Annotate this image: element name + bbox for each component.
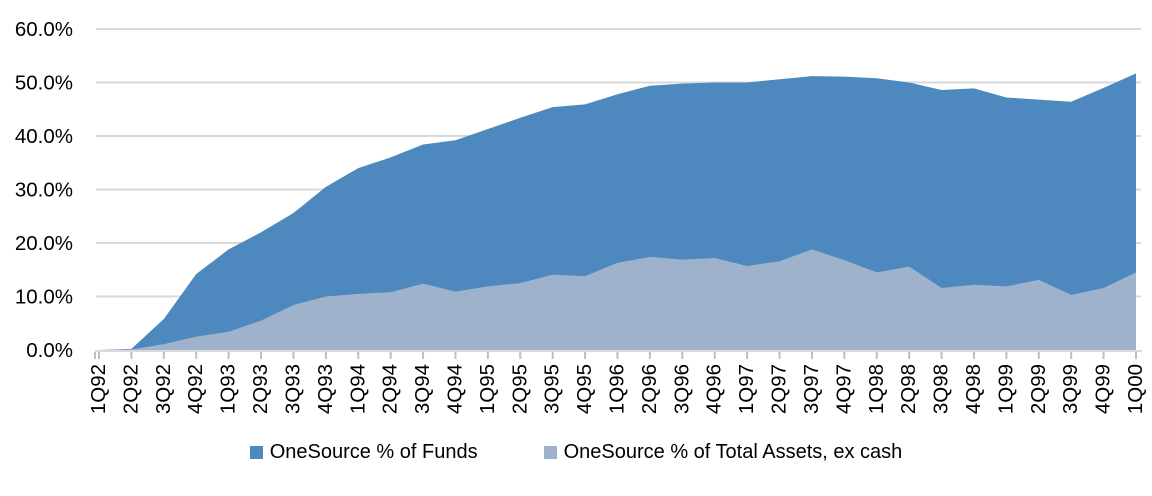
legend-item-1: OneSource % of Total Assets, ex cash [543, 441, 903, 464]
legend-item-0: OneSource % of Funds [249, 441, 478, 464]
x-axis-tick-label: 3Q96 [670, 364, 693, 414]
x-axis-tick-label: 2Q98 [897, 364, 920, 414]
x-axis-tick-label: 4Q96 [703, 364, 726, 414]
x-axis-tick-label: 2Q99 [1027, 364, 1050, 414]
x-axis-tick-label: 1Q96 [606, 364, 629, 414]
y-axis-tick-label: 30.0% [15, 179, 73, 202]
x-axis-tick-label: 3Q94 [411, 364, 434, 414]
x-axis-tick-label: 1Q98 [865, 364, 888, 414]
x-axis-tick-label: 4Q93 [314, 364, 337, 414]
x-axis-tick-label: 3Q95 [541, 364, 564, 414]
x-axis-tick-label: 3Q93 [281, 364, 304, 414]
x-axis-tick-label: 3Q92 [152, 364, 175, 414]
series-area-1 [99, 249, 1136, 350]
y-axis-tick-label: 20.0% [15, 232, 73, 255]
y-axis-tick-label: 10.0% [15, 286, 73, 309]
legend-swatch-icon [249, 446, 263, 459]
y-axis-tick-label: 0.0% [26, 339, 73, 362]
x-axis-tick-label: 4Q92 [184, 364, 207, 414]
x-axis-tick-label: 2Q97 [768, 364, 791, 414]
x-axis-tick-label: 4Q98 [962, 364, 985, 414]
x-axis-tick-label: 3Q99 [1059, 364, 1082, 414]
legend-label: OneSource % of Funds [269, 441, 478, 463]
x-axis-tick-label: 1Q92 [87, 364, 110, 414]
x-axis-tick-label: 2Q95 [508, 364, 531, 414]
x-axis-tick-label: 2Q96 [638, 364, 661, 414]
x-axis-tick-label: 2Q93 [249, 364, 272, 414]
x-axis-tick-label: 4Q97 [832, 364, 855, 414]
x-axis-tick-label: 1Q99 [994, 364, 1017, 414]
y-axis-tick-label: 40.0% [15, 125, 73, 148]
x-axis-tick-label: 3Q97 [800, 364, 823, 414]
x-axis-tick-label: 2Q94 [379, 364, 402, 414]
legend-label: OneSource % of Total Assets, ex cash [563, 441, 903, 463]
x-axis-tick-label: 1Q94 [346, 364, 369, 414]
legend-swatch-icon [543, 446, 557, 459]
x-axis-tick-label: 4Q99 [1092, 364, 1115, 414]
x-axis-tick-label: 1Q97 [735, 364, 758, 414]
x-axis-tick-label: 1Q93 [217, 364, 240, 414]
x-axis-tick-label: 1Q95 [476, 364, 499, 414]
y-axis-tick-label: 50.0% [15, 72, 73, 95]
y-axis-tick-label: 60.0% [15, 18, 73, 41]
chart-legend: OneSource % of Funds OneSource % of Total… [0, 441, 1152, 464]
x-axis-tick-label: 4Q95 [573, 364, 596, 414]
x-axis-tick-label: 2Q92 [119, 364, 142, 414]
plot-area: 0.0% 10.0% 20.0% 30.0% 40.0% 50.0% 60.0% 1Q92 2Q… [15, 18, 1147, 414]
x-axis-tick-label: 4Q94 [443, 364, 466, 414]
x-axis-tick-label: 1Q00 [1124, 364, 1147, 414]
x-axis-tick-label: 3Q98 [930, 364, 953, 414]
